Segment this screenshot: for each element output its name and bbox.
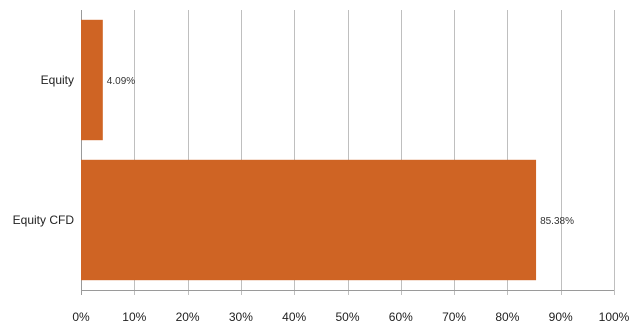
x-tick-label: 80%	[495, 310, 519, 322]
x-tick-label: 100%	[599, 310, 630, 322]
x-tick-label: 70%	[442, 310, 466, 322]
category-label: Equity CFD	[13, 213, 75, 227]
bar-equity	[81, 19, 103, 141]
gridlines	[81, 10, 615, 295]
x-tick-label: 30%	[229, 310, 253, 322]
x-tick-label: 20%	[176, 310, 200, 322]
x-tick-label: 10%	[122, 310, 146, 322]
data-label: 85.38%	[540, 216, 574, 227]
data-label: 4.09%	[107, 76, 135, 87]
bar-equity-cfd	[81, 159, 537, 281]
x-tick-label: 60%	[389, 310, 413, 322]
labels: 0% 10% 20% 30% 40% 50% 60% 70% 80% 90% 100% Equity 4…	[13, 73, 630, 322]
x-tick-label: 90%	[549, 310, 573, 322]
x-tick-label: 40%	[282, 310, 306, 322]
x-tick-label: 50%	[335, 310, 359, 322]
category-label: Equity	[41, 73, 74, 87]
bars	[81, 19, 537, 281]
x-tick-label: 0%	[72, 310, 90, 322]
